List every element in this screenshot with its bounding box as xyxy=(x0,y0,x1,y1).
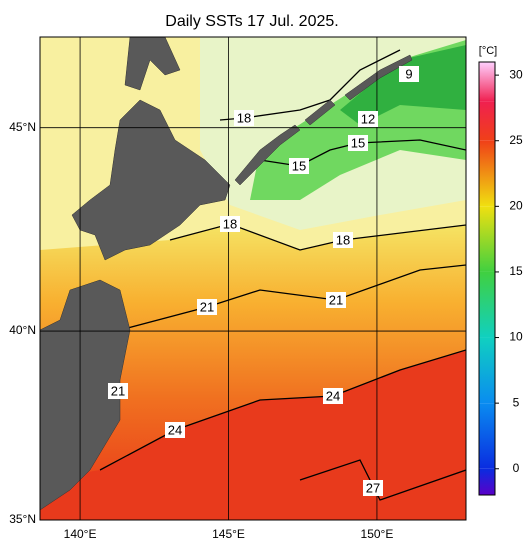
colorbar-tick-label: 0 xyxy=(513,461,520,475)
contour-label: 15 xyxy=(351,135,365,150)
contour-label-box xyxy=(399,66,419,82)
warm-water xyxy=(40,350,466,520)
colorbar-unit: [°C] xyxy=(479,45,497,57)
contour-label: 18 xyxy=(223,216,237,231)
contour-label: 18 xyxy=(336,232,350,247)
land xyxy=(40,37,413,511)
contour-label-box xyxy=(323,388,343,404)
contour-label-box xyxy=(197,299,217,315)
colorbar-frame xyxy=(478,61,496,496)
contour-label: 24 xyxy=(168,422,182,437)
colorbar-segment xyxy=(479,62,495,102)
lon-tick-label: 140°E xyxy=(64,527,97,541)
contour-label: 12 xyxy=(361,111,375,126)
colorbar-tick-label: 5 xyxy=(513,395,520,409)
contour-label: 18 xyxy=(237,110,251,125)
contour-label-box xyxy=(165,422,185,438)
contour-label-box xyxy=(348,135,368,151)
colorbar-tick-label: 10 xyxy=(509,330,523,344)
contour-label-box xyxy=(333,232,353,248)
contour-label: 24 xyxy=(326,388,340,403)
contour-label-box xyxy=(363,480,383,496)
sst-field xyxy=(40,37,466,520)
colorbar-segment xyxy=(479,337,495,404)
lat-tick-label: 40°N xyxy=(9,323,36,337)
contour-label-box xyxy=(234,110,254,126)
contour-label-box xyxy=(289,158,309,174)
colorbar-tick-label: 30 xyxy=(509,67,523,81)
contour-label: 21 xyxy=(329,292,343,307)
lon-tick-label: 150°E xyxy=(361,527,394,541)
cold-core xyxy=(340,45,466,125)
contour-label-box xyxy=(326,292,346,308)
contour-label: 21 xyxy=(200,299,214,314)
contour-label-box xyxy=(220,216,240,232)
colorbar-segment xyxy=(479,403,495,469)
colorbar-tick-label: 15 xyxy=(509,264,523,278)
contour-label: 27 xyxy=(366,480,380,495)
colorbar-segment xyxy=(479,468,495,495)
colorbar-segment xyxy=(479,271,495,338)
lat-tick-label: 45°N xyxy=(9,120,36,134)
contour-label-box xyxy=(108,383,128,399)
colorbar-segment xyxy=(479,206,495,272)
colorbar-segment xyxy=(479,140,495,207)
contour-label: 9 xyxy=(405,66,412,81)
contour-label: 15 xyxy=(292,158,306,173)
lat-tick-label: 35°N xyxy=(9,512,36,526)
title: Daily SSTs 17 Jul. 2025. xyxy=(165,13,338,30)
lon-tick-label: 145°E xyxy=(212,527,245,541)
contour-label-box xyxy=(358,111,378,127)
colorbar-tick-label: 20 xyxy=(509,199,523,213)
colorbar-segment xyxy=(479,101,495,141)
contour-label: 21 xyxy=(111,383,125,398)
colorbar-tick-label: 25 xyxy=(509,133,523,147)
